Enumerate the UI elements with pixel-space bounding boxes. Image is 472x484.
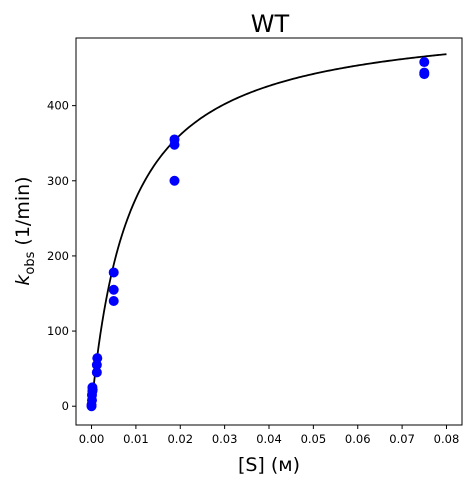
data-point [108,267,119,278]
x-tick-label: 0.01 [123,432,149,446]
x-tick-label: 0.06 [345,432,371,446]
data-point [419,67,430,78]
x-axis-label: [S] (м) [238,454,300,476]
data-point [92,353,103,364]
x-tick-label: 0.02 [167,432,193,446]
y-axis-label-unit: (1/min) [12,176,34,245]
x-tick-label: 0.04 [256,432,282,446]
data-point [419,57,430,68]
plot-area [86,53,447,412]
data-point [169,134,180,145]
data-point [108,296,119,307]
chart-title: WT [251,10,290,38]
fit-line [90,53,447,407]
data-point [91,367,102,378]
x-axis: 0.00 0.01 0.02 0.03 0.04 0.05 0.06 0.07 0.08 [79,425,460,446]
y-tick-label: 0 [62,399,69,413]
x-tick-label: 0.07 [389,432,415,446]
y-tick-label: 400 [47,99,69,113]
y-axis: 0 100 200 300 400 [47,99,76,413]
y-axis-label-main: k [12,274,34,286]
data-point [169,175,180,186]
x-tick-label: 0.03 [212,432,238,446]
data-point [87,384,98,395]
y-tick-label: 200 [47,249,69,263]
plot-frame [75,37,463,426]
y-tick-label: 100 [47,324,69,338]
x-tick-label: 0.00 [79,432,105,446]
y-tick-label: 300 [47,174,69,188]
y-axis-label: kobs (1/min) [12,176,38,285]
x-tick-label: 0.08 [434,432,460,446]
y-axis-label-sub: obs [23,251,38,274]
x-tick-label: 0.05 [301,432,327,446]
data-point [108,284,119,295]
